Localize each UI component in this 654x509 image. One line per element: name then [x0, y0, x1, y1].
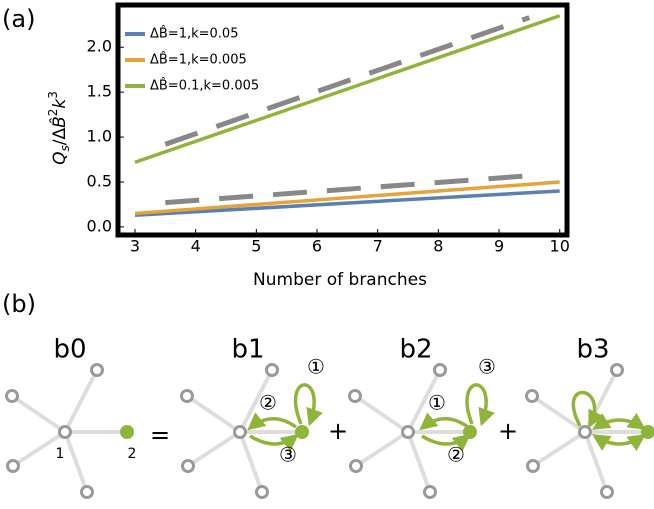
x-tick-label: 7 [373, 237, 383, 256]
panel-label: (b) [2, 290, 36, 318]
node [602, 487, 613, 498]
node [425, 487, 436, 498]
panel-title: b0 [53, 335, 86, 365]
panel-title: b3 [576, 335, 609, 365]
edge [12, 396, 65, 432]
node [257, 487, 268, 498]
diagram: b0 b1 b2 b3 1 2 = + + ① ② ③ ③ ① ② [7, 335, 654, 498]
legend-label: ΔB̂=1,k=0.005 [150, 52, 247, 67]
step-label: ② [259, 391, 277, 415]
arrow [250, 419, 296, 428]
y-tick-label: 0.0 [87, 216, 112, 235]
node [120, 425, 134, 439]
y-title-part: 2 [46, 109, 60, 117]
node [92, 365, 103, 376]
y-tick-label: 1.0 [87, 127, 112, 146]
node [182, 391, 193, 402]
step-label: ① [307, 355, 325, 379]
y-title-part: Q [50, 152, 70, 165]
operator: + [498, 417, 518, 445]
panel-title: b1 [231, 335, 264, 365]
edge [188, 432, 240, 466]
legend-label: ΔB̂=0.1,k=0.005 [150, 78, 259, 93]
panel-label: (a) [2, 5, 35, 33]
y-tick-label: 2.0 [87, 37, 112, 56]
node-label: 2 [128, 446, 137, 462]
step-label: ③ [279, 443, 297, 467]
plot: 3 4 5 6 7 8 9 10 0.0 0.5 1.0 1.5 2.0 ΔB̂=1,k=0.05 ΔB̂=… [87, 5, 570, 256]
arrow [595, 420, 643, 428]
node [7, 391, 18, 402]
panel-title: b2 [399, 335, 432, 365]
x-tick-label: 5 [251, 237, 261, 256]
edge [65, 370, 97, 432]
node [82, 487, 93, 498]
y-title-part: 3 [46, 91, 60, 99]
y-tick-label: 1.5 [87, 82, 112, 101]
step-label: ② [447, 443, 465, 467]
edge [355, 396, 408, 432]
x-tick-label: 9 [494, 237, 504, 256]
node [580, 427, 591, 438]
x-tick-label: 10 [550, 237, 570, 256]
y-tick-label: 0.5 [87, 171, 112, 190]
node [528, 461, 539, 472]
edge [533, 432, 585, 466]
arrow [595, 436, 643, 444]
edge [408, 432, 430, 492]
node-label: 1 [56, 446, 65, 462]
edge [356, 432, 408, 466]
node [403, 427, 414, 438]
operator: + [328, 417, 348, 445]
node [60, 427, 71, 438]
node [527, 391, 538, 402]
edge [65, 432, 87, 492]
node [435, 365, 446, 376]
y-title-part: /Δ [50, 128, 70, 146]
node [183, 461, 194, 472]
y-axis-title: Qs/ΔB̂2k3 [46, 91, 72, 165]
x-tick-label: 8 [433, 237, 443, 256]
operator: = [150, 421, 170, 449]
node [267, 365, 278, 376]
y-title-part: B̂ [49, 116, 70, 128]
node [295, 425, 309, 439]
x-axis-title: Number of branches [253, 270, 427, 290]
node [350, 391, 361, 402]
edge [532, 396, 585, 432]
node [8, 461, 19, 472]
arrow [296, 385, 315, 424]
arrow [573, 392, 594, 426]
step-label: ③ [478, 355, 496, 379]
node [612, 365, 623, 376]
legend-label: ΔB̂=1,k=0.05 [150, 26, 238, 41]
node [463, 425, 477, 439]
arrow [422, 419, 468, 428]
x-tick-label: 4 [191, 237, 201, 256]
step-label: ① [428, 391, 446, 415]
edge [187, 396, 240, 432]
line [135, 191, 560, 215]
x-tick-label: 3 [130, 237, 140, 256]
x-tick-label: 6 [312, 237, 322, 256]
arrow [467, 385, 486, 424]
node [235, 427, 246, 438]
node [351, 461, 362, 472]
